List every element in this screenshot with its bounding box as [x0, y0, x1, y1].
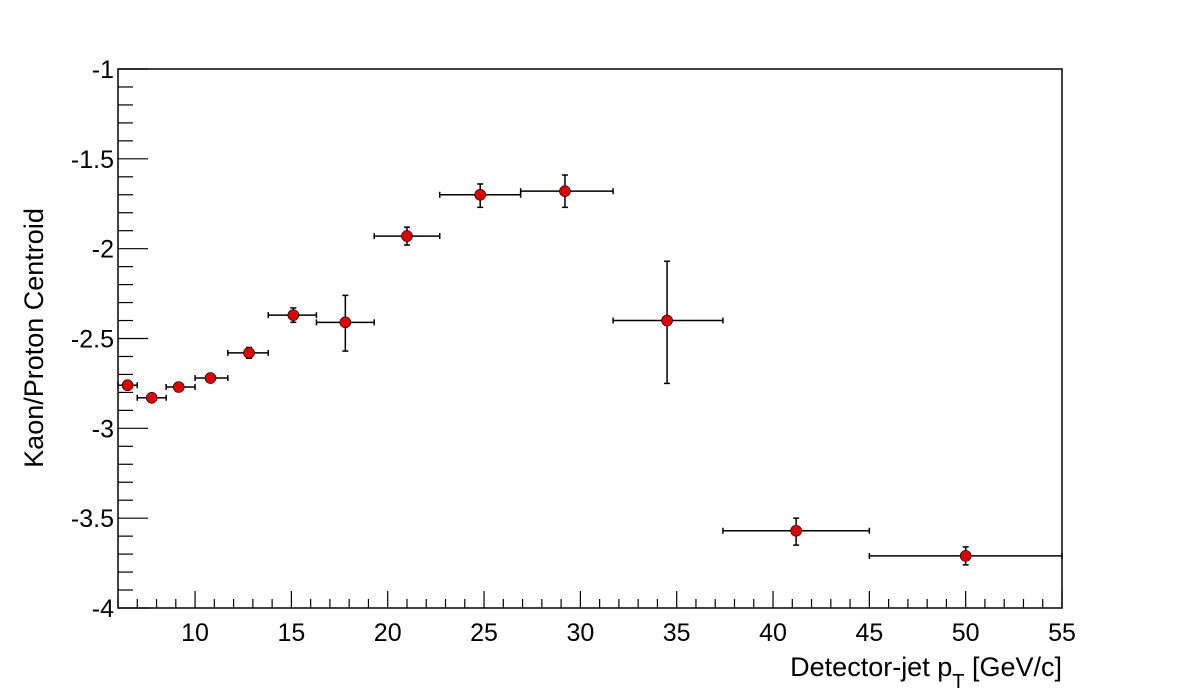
- x-tick-label: 10: [181, 619, 209, 647]
- data-point: [172, 381, 185, 393]
- x-tick-label: 50: [952, 619, 980, 647]
- x-axis-title-subscript: T: [952, 671, 964, 693]
- data-point: [661, 314, 673, 327]
- data-markers: [121, 185, 972, 562]
- x-axis-tick-labels: 10 15 20 25 30 35 40 45 50 55: [181, 619, 1076, 647]
- data-point: [559, 185, 571, 197]
- data-point: [339, 316, 352, 329]
- y-tick-label: -3.5: [71, 505, 114, 533]
- data-point: [204, 372, 217, 384]
- y-tick-label: -2: [92, 236, 114, 264]
- data-point: [401, 230, 413, 242]
- x-tick-label: 55: [1048, 619, 1076, 647]
- y-tick-label: -1.5: [71, 146, 114, 174]
- x-axis-title-unit: [GeV/c]: [964, 652, 1062, 682]
- x-tick-label: 25: [470, 619, 498, 647]
- y-axis-tick-labels: -4 -3.5 -3 -2.5 -2 -1.5 -1: [71, 56, 114, 623]
- y-tick-label: -4: [92, 595, 114, 623]
- y-axis-ticks: [118, 68, 148, 609]
- x-tick-label: 20: [374, 619, 402, 647]
- x-tick-label: 15: [277, 619, 305, 647]
- y-tick-label: -1: [92, 56, 114, 84]
- y-tick-label: -2.5: [71, 326, 114, 354]
- data-point: [959, 550, 972, 562]
- x-axis-ticks: [117, 591, 1063, 608]
- plot-frame: [117, 68, 1063, 609]
- x-tick-label: 35: [663, 619, 691, 647]
- x-tick-label: 30: [566, 619, 594, 647]
- data-point: [790, 524, 802, 537]
- data-point: [145, 391, 158, 404]
- y-axis-title: Kaon/Proton Centroid: [19, 208, 49, 468]
- error-bars: [117, 174, 1063, 566]
- y-tick-label: -3: [92, 415, 114, 443]
- x-tick-label: 45: [855, 619, 883, 647]
- data-point: [243, 347, 255, 359]
- data-point: [474, 188, 486, 201]
- data-point: [287, 309, 300, 321]
- x-axis-title: Detector-jet pT [GeV/c]: [790, 652, 1062, 693]
- data-point: [121, 379, 134, 392]
- x-tick-label: 40: [759, 619, 787, 647]
- x-axis-title-main: Detector-jet p: [790, 652, 952, 682]
